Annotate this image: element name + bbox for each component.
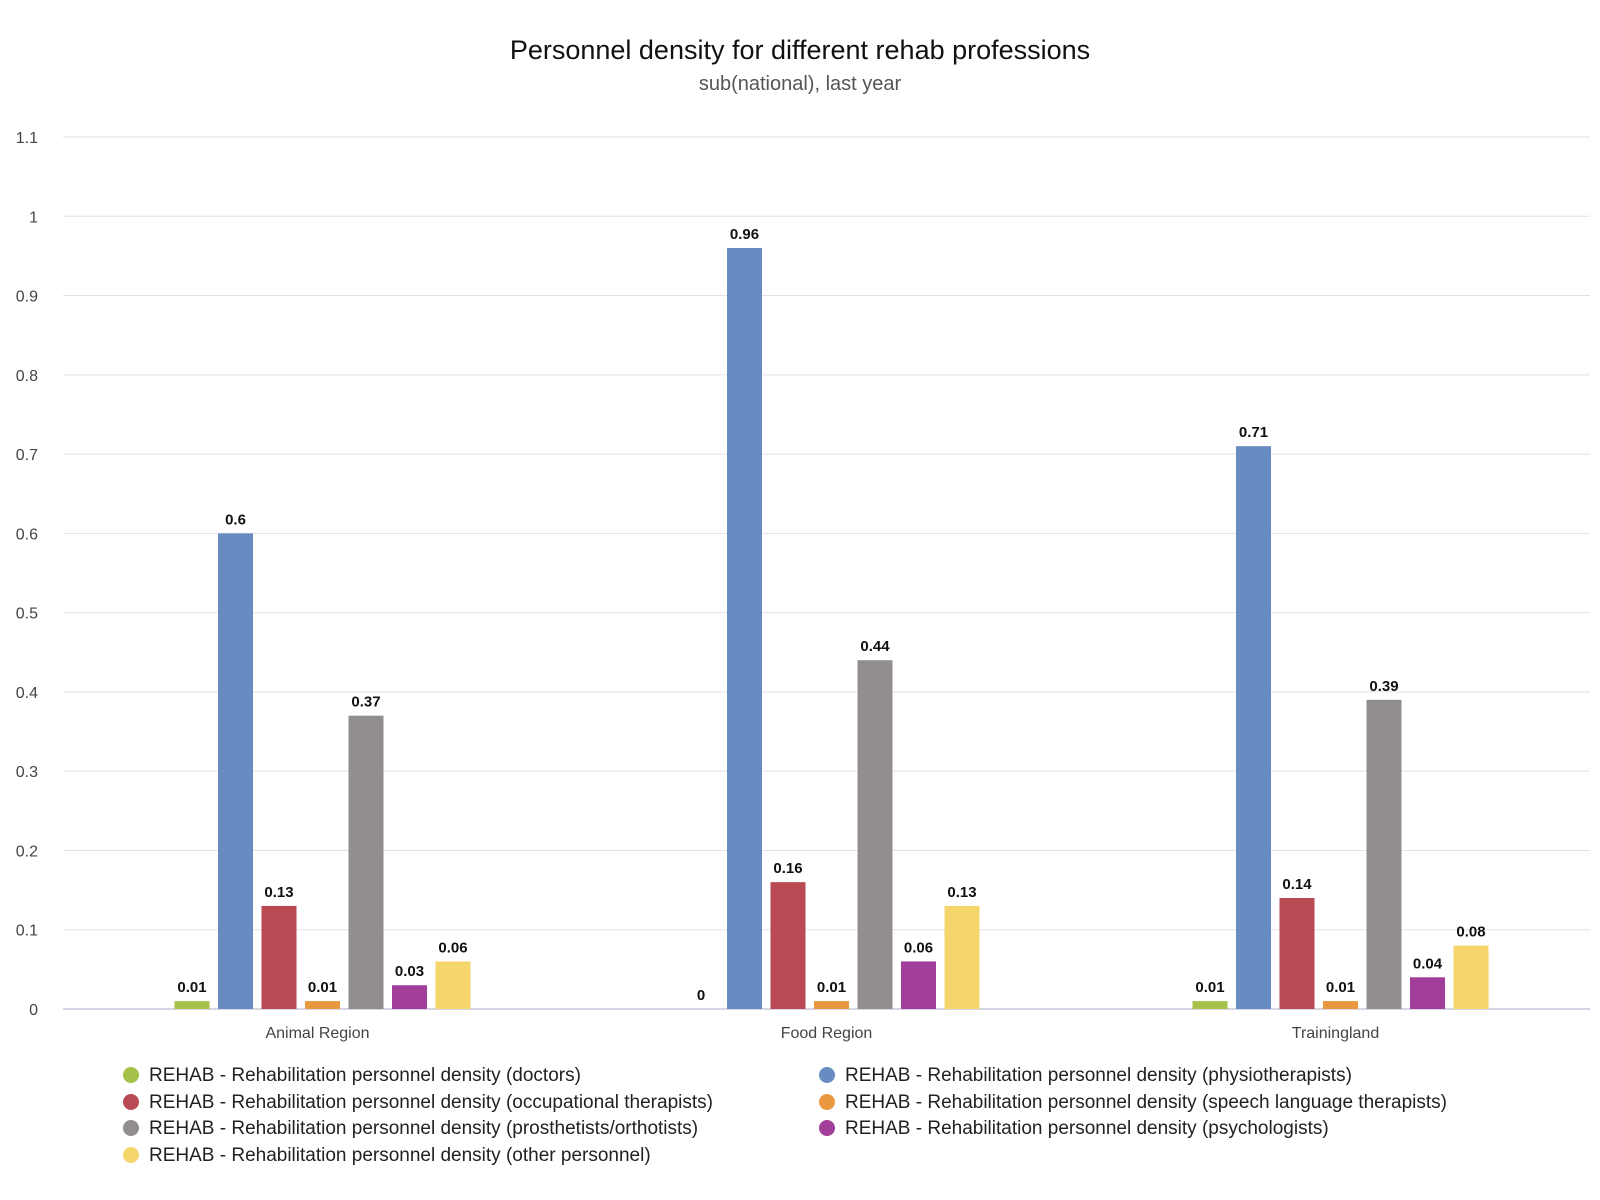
legend-label: REHAB - Rehabilitation personnel density… bbox=[149, 1145, 651, 1166]
data-label: 0.01 bbox=[817, 979, 846, 996]
bar bbox=[218, 533, 253, 1009]
data-label: 0.13 bbox=[264, 884, 293, 901]
y-tick-label: 0.6 bbox=[16, 526, 38, 543]
bar bbox=[944, 905, 980, 1009]
y-tick-label: 0.3 bbox=[16, 764, 38, 781]
y-tick-label: 0.8 bbox=[16, 368, 38, 385]
legend-item[interactable]: REHAB - Rehabilitation personnel density… bbox=[819, 1118, 1329, 1139]
legend-item[interactable]: REHAB - Rehabilitation personnel density… bbox=[123, 1092, 713, 1113]
legend-label: REHAB - Rehabilitation personnel density… bbox=[149, 1065, 581, 1086]
data-label: 0.16 bbox=[773, 860, 802, 877]
legend-marker bbox=[123, 1120, 139, 1136]
y-tick-label: 0 bbox=[29, 1002, 38, 1019]
bar bbox=[1323, 1001, 1358, 1009]
data-label: 0.01 bbox=[177, 979, 206, 996]
data-label: 0.39 bbox=[1369, 678, 1398, 695]
data-label: 0.03 bbox=[395, 963, 424, 980]
data-label: 0.96 bbox=[730, 226, 759, 243]
y-tick-label: 0.4 bbox=[16, 685, 38, 702]
y-tick-label: 1.1 bbox=[16, 130, 38, 147]
y-tick-label: 1 bbox=[29, 209, 38, 226]
bar bbox=[1236, 446, 1271, 1009]
y-tick-label: 0.1 bbox=[16, 923, 38, 940]
legend-label: REHAB - Rehabilitation personnel density… bbox=[149, 1118, 698, 1139]
data-label: 0.01 bbox=[308, 979, 337, 996]
data-label: 0.14 bbox=[1282, 876, 1312, 893]
legend-marker bbox=[819, 1067, 835, 1083]
y-tick-label: 0.2 bbox=[16, 843, 38, 860]
bar bbox=[1410, 977, 1445, 1009]
legend-item[interactable]: REHAB - Rehabilitation personnel density… bbox=[819, 1092, 1447, 1113]
bar bbox=[348, 715, 384, 1009]
legend-marker bbox=[123, 1147, 139, 1163]
bar bbox=[727, 247, 762, 1009]
y-tick-label: 0.7 bbox=[16, 447, 38, 464]
bar bbox=[1192, 1001, 1228, 1009]
grid: 0 0.1 0.2 0.3 0.4 0.5 0.6 0.7 0.8 0.9 1 1.1 bbox=[16, 130, 1590, 1019]
legend: REHAB - Rehabilitation personnel density… bbox=[123, 1065, 1447, 1166]
bar bbox=[770, 882, 806, 1009]
bar bbox=[392, 985, 427, 1009]
data-label: 0.44 bbox=[860, 638, 890, 655]
bar bbox=[1453, 945, 1489, 1009]
legend-item[interactable]: REHAB - Rehabilitation personnel density… bbox=[123, 1065, 581, 1086]
legend-marker bbox=[819, 1120, 835, 1136]
legend-marker bbox=[123, 1094, 139, 1110]
x-tick-label: Food Region bbox=[781, 1025, 873, 1042]
legend-label: REHAB - Rehabilitation personnel density… bbox=[845, 1118, 1329, 1139]
legend-label: REHAB - Rehabilitation personnel density… bbox=[845, 1065, 1352, 1086]
bar bbox=[1279, 898, 1315, 1009]
bar bbox=[901, 961, 936, 1009]
y-tick-label: 0.9 bbox=[16, 289, 38, 306]
chart-subtitle: sub(national), last year bbox=[699, 73, 902, 95]
legend-item[interactable]: REHAB - Rehabilitation personnel density… bbox=[123, 1118, 698, 1139]
data-label: 0.37 bbox=[351, 694, 380, 711]
data-label: 0.04 bbox=[1413, 955, 1443, 972]
bars bbox=[174, 247, 1489, 1009]
y-tick-label: 0.5 bbox=[16, 606, 38, 623]
data-label: 0.01 bbox=[1326, 979, 1355, 996]
x-tick-label: Trainingland bbox=[1292, 1025, 1379, 1042]
bar bbox=[305, 1001, 340, 1009]
legend-item[interactable]: REHAB - Rehabilitation personnel density… bbox=[819, 1065, 1352, 1086]
bar bbox=[174, 1001, 210, 1009]
x-tick-label: Animal Region bbox=[265, 1025, 369, 1042]
bar bbox=[261, 905, 297, 1009]
legend-item[interactable]: REHAB - Rehabilitation personnel density… bbox=[123, 1145, 651, 1166]
x-axis: Animal Region Food Region Trainingland bbox=[265, 1025, 1379, 1042]
legend-marker bbox=[123, 1067, 139, 1083]
data-label: 0.71 bbox=[1239, 424, 1268, 441]
bar bbox=[435, 961, 471, 1009]
bar bbox=[1366, 699, 1402, 1009]
data-labels: 0.01 0.6 0.13 0.01 0.37 0.03 0.06 0 0.96 0.16 0.01… bbox=[177, 226, 1485, 1004]
data-label: 0.06 bbox=[438, 939, 467, 956]
data-label: 0.08 bbox=[1456, 924, 1485, 941]
legend-label: REHAB - Rehabilitation personnel density… bbox=[149, 1092, 713, 1113]
data-label: 0.01 bbox=[1195, 979, 1224, 996]
data-label: 0.6 bbox=[225, 511, 246, 528]
legend-marker bbox=[819, 1094, 835, 1110]
bar bbox=[857, 660, 893, 1009]
data-label: 0 bbox=[697, 987, 705, 1004]
data-label: 0.13 bbox=[947, 884, 976, 901]
data-label: 0.06 bbox=[904, 939, 933, 956]
bar bbox=[814, 1001, 849, 1009]
legend-label: REHAB - Rehabilitation personnel density… bbox=[845, 1092, 1447, 1113]
chart-title: Personnel density for different rehab pr… bbox=[510, 35, 1090, 65]
